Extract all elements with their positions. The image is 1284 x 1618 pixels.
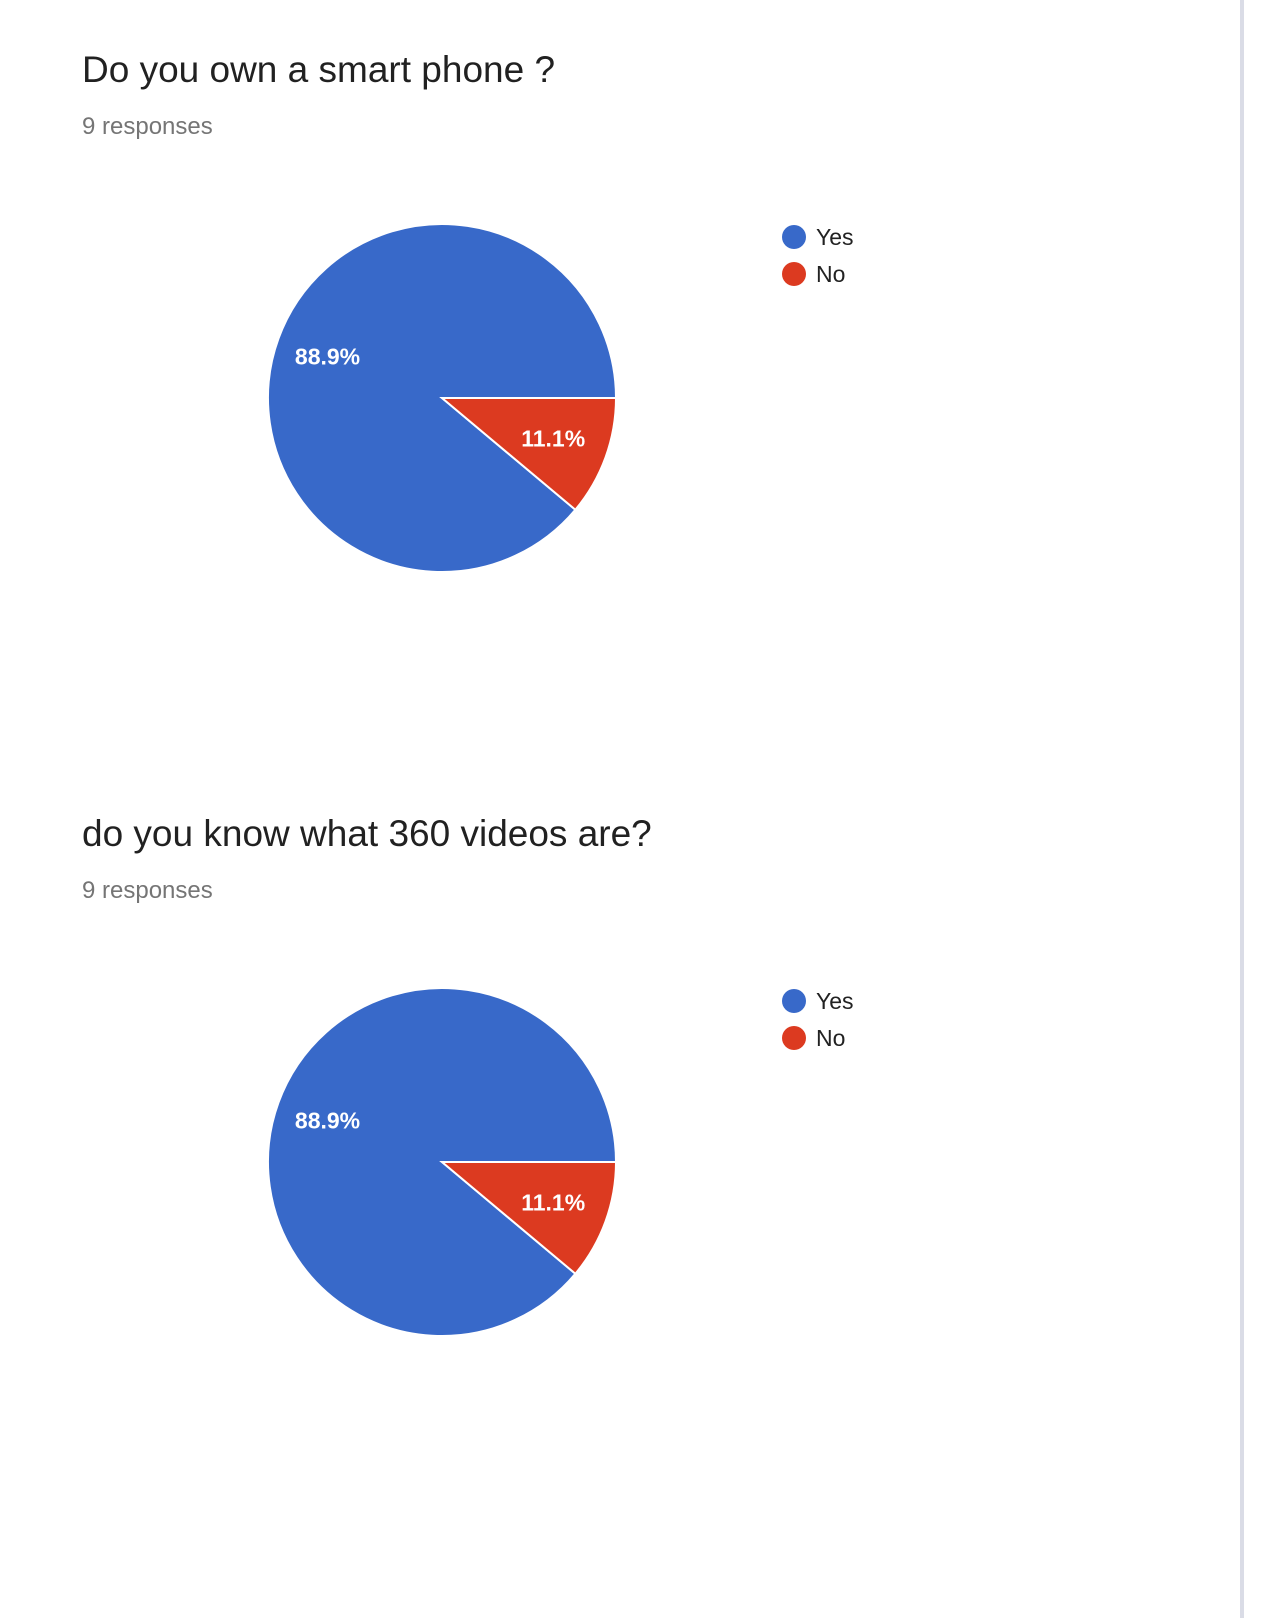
legend-item-no[interactable]: No	[782, 255, 854, 292]
response-count: 9 responses	[82, 877, 213, 904]
slice-label-yes: 88.9%	[295, 343, 360, 369]
chart-legend: Yes No	[782, 982, 854, 1056]
slice-label-no: 11.1%	[521, 425, 585, 451]
legend-swatch-yes	[782, 988, 806, 1013]
pie-slice-no[interactable]	[439, 397, 618, 512]
legend-label-yes: Yes	[816, 987, 854, 1014]
pie-chart: 88.9% 11.1%	[267, 223, 618, 573]
legend-item-yes[interactable]: Yes	[782, 982, 854, 1019]
legend-swatch-no	[782, 1025, 806, 1050]
chart-legend: Yes No	[782, 218, 854, 292]
legend-label-no: No	[816, 1024, 846, 1051]
legend-item-no[interactable]: No	[782, 1019, 854, 1056]
legend-swatch-no	[782, 261, 806, 286]
legend-swatch-yes	[782, 224, 806, 249]
legend-label-no: No	[816, 260, 846, 287]
legend-label-yes: Yes	[816, 223, 854, 250]
legend-item-yes[interactable]: Yes	[782, 218, 854, 255]
slice-label-no: 11.1%	[521, 1189, 585, 1215]
question-card-360-videos: do you know what 360 videos are? 9 respo…	[0, 764, 1240, 1528]
scrollbar-edge[interactable]	[1240, 0, 1284, 1618]
pie-chart: 88.9% 11.1%	[267, 987, 618, 1337]
question-card-smartphone: Do you own a smart phone ? 9 responses 8…	[0, 0, 1240, 764]
pie-slice-no[interactable]	[439, 1161, 618, 1276]
question-title: Do you own a smart phone ?	[82, 49, 556, 90]
response-count: 9 responses	[82, 113, 213, 140]
question-title: do you know what 360 videos are?	[82, 813, 652, 854]
slice-label-yes: 88.9%	[295, 1107, 360, 1133]
